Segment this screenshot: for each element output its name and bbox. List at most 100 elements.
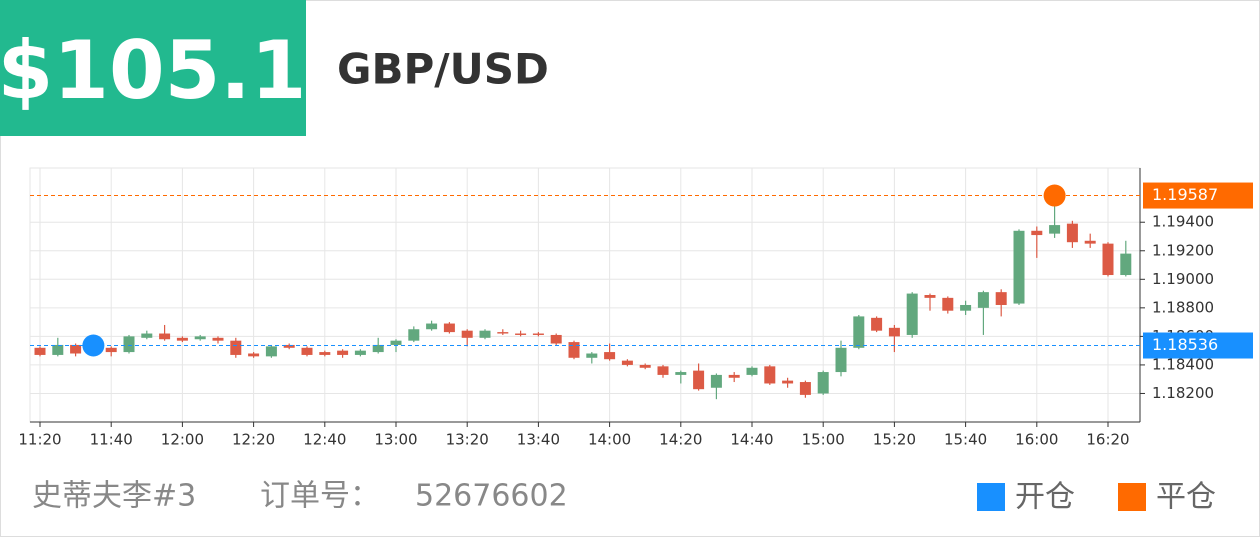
candle-body: [799, 382, 811, 395]
legend-label: 开仓: [1015, 480, 1075, 515]
candle-body: [764, 366, 776, 384]
candle-body: [604, 352, 616, 360]
candle-body: [1066, 223, 1078, 243]
candle-body: [354, 350, 366, 355]
x-tick-label: 14:20: [659, 431, 702, 449]
candle-body: [1084, 240, 1096, 244]
x-tick-label: 15:20: [873, 431, 916, 449]
y-tick-label: 1.19400: [1152, 213, 1214, 231]
x-tick-label: 16:00: [1015, 431, 1058, 449]
legend-label: 平仓: [1156, 480, 1216, 515]
candle-body: [532, 333, 544, 335]
candle-body: [461, 330, 473, 338]
candle-body: [550, 334, 562, 344]
candle-body: [710, 374, 722, 388]
marker-axis-box: [1143, 332, 1253, 359]
candle-body: [906, 293, 918, 335]
y-tick-label: 1.18800: [1152, 298, 1214, 316]
order-label: 订单号：: [260, 479, 380, 514]
x-tick-label: 15:00: [802, 431, 845, 449]
candle-body: [924, 295, 936, 298]
x-tick-label: 13:20: [446, 431, 489, 449]
marker-axis-label: 1.18536: [1152, 335, 1218, 354]
legend-swatch: [977, 483, 1005, 511]
x-tick-label: 14:00: [588, 431, 631, 449]
x-tick-label: 13:00: [374, 431, 417, 449]
candle-body: [1102, 243, 1114, 276]
candle-body: [194, 336, 206, 340]
candle-body: [693, 370, 705, 390]
candle-body: [568, 342, 580, 358]
x-tick-label: 12:00: [161, 431, 204, 449]
candle-body: [977, 292, 989, 308]
candle-body: [34, 347, 46, 355]
candle-body: [497, 332, 509, 334]
candle-body: [1049, 225, 1061, 234]
candle-body: [230, 340, 242, 355]
marker-point: [1043, 184, 1066, 207]
amount: $105.1: [0, 24, 306, 117]
x-tick-label: 14:40: [730, 431, 773, 449]
candle-body: [888, 327, 900, 337]
candle-body: [176, 337, 188, 341]
candle-body: [70, 344, 82, 354]
x-tick-label: 12:20: [232, 431, 275, 449]
amount-badge: [0, 0, 306, 136]
candle-body: [621, 360, 633, 365]
candle-body: [212, 337, 224, 341]
candle-body: [853, 316, 865, 348]
x-tick-label: 12:40: [303, 431, 346, 449]
marker-axis-box: [1143, 182, 1253, 209]
candle-body: [1031, 230, 1043, 236]
candle-body: [1013, 230, 1025, 304]
candle-body: [372, 344, 384, 353]
candle-body: [248, 353, 260, 357]
candle-body: [479, 330, 491, 338]
candle-body: [1120, 253, 1132, 276]
x-tick-label: 11:20: [18, 431, 61, 449]
candle-body: [301, 347, 313, 355]
candle-body: [390, 340, 402, 345]
candle-body: [728, 374, 740, 378]
x-tick-label: 13:40: [517, 431, 560, 449]
candle-body: [141, 333, 153, 338]
candle-body: [586, 353, 598, 358]
candle-body: [871, 317, 883, 331]
candle-body: [515, 333, 527, 335]
candle-body: [159, 333, 171, 340]
candle-body: [443, 323, 455, 333]
candle-body: [960, 304, 972, 311]
candle-body: [746, 367, 758, 375]
candle-body: [52, 344, 64, 355]
candle-body: [123, 336, 135, 353]
candle-body: [675, 372, 687, 375]
x-tick-label: 16:20: [1086, 431, 1129, 449]
chart-title: GBP/USD: [337, 45, 549, 94]
marker-point: [82, 334, 105, 357]
candle-body: [319, 352, 331, 355]
y-tick-label: 1.19200: [1152, 241, 1214, 259]
trader: 史蒂夫李#3: [32, 479, 196, 514]
candle-body: [426, 323, 438, 330]
candle-body: [105, 347, 117, 353]
marker-axis-label: 1.19587: [1152, 185, 1218, 204]
candle-body: [657, 366, 669, 375]
y-tick-label: 1.19000: [1152, 270, 1214, 288]
candle-body: [942, 297, 954, 311]
order-number: 52676602: [415, 479, 568, 514]
x-tick-label: 15:40: [944, 431, 987, 449]
candle-body: [995, 292, 1007, 305]
y-tick-label: 1.18200: [1152, 384, 1214, 402]
legend-swatch: [1118, 483, 1146, 511]
candle-body: [817, 372, 829, 394]
candle-body: [283, 344, 295, 348]
candle-body: [835, 347, 847, 373]
candle-body: [265, 346, 277, 357]
candle-body: [639, 364, 651, 368]
x-tick-label: 11:40: [90, 431, 133, 449]
candle-body: [782, 380, 794, 384]
candle-body: [337, 350, 349, 355]
y-tick-label: 1.18400: [1152, 355, 1214, 373]
